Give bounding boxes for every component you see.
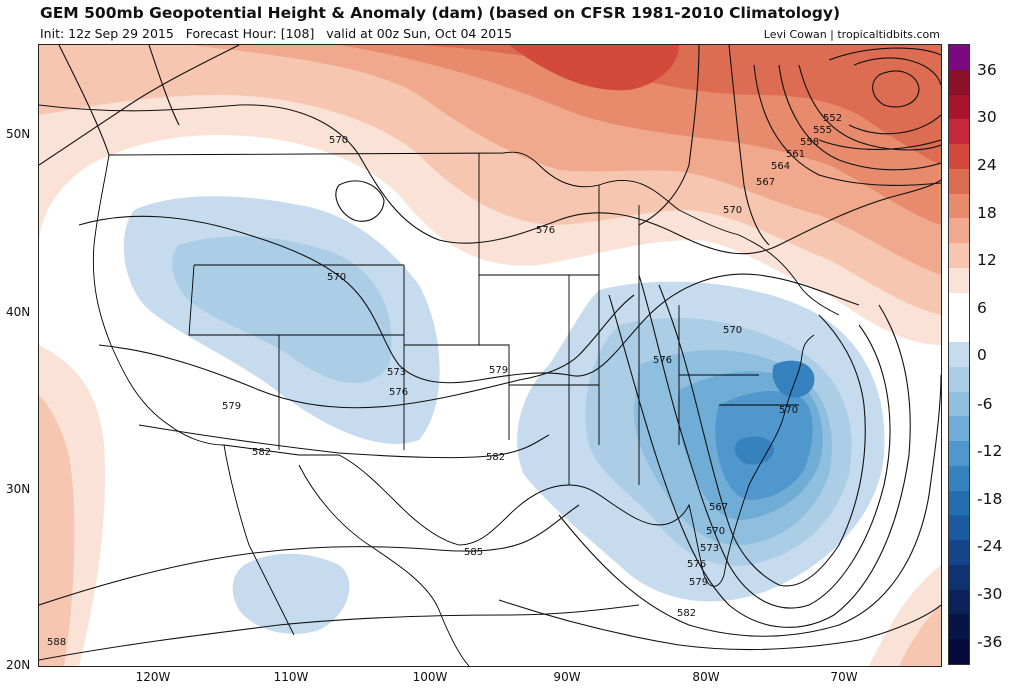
contour-label: 570 [723, 325, 742, 336]
colorbar-label: -30 [977, 585, 1003, 603]
lon-label: 80W [692, 670, 720, 684]
map-title: GEM 500mb Geopotential Height & Anomaly … [40, 4, 841, 22]
colorbar-label: 30 [977, 108, 997, 126]
lat-label: 30N [6, 482, 31, 496]
map-panel: 570 576 570 573 576 579 579 582 582 585 … [38, 44, 942, 667]
contour-label: 579 [689, 577, 708, 588]
positive-anomaly-shading [39, 45, 941, 666]
lon-label: 100W [412, 670, 448, 684]
lat-label: 40N [6, 305, 31, 319]
contour-label: 570 [706, 526, 725, 537]
contour-label: 570 [329, 135, 348, 146]
colorbar-swatch [949, 342, 969, 367]
colorbar-label: -24 [977, 537, 1003, 555]
colorbar-swatch [949, 193, 969, 219]
contour-label: 579 [489, 365, 508, 376]
colorbar-label: -36 [977, 633, 1003, 651]
contour-label: 570 [723, 205, 742, 216]
contour-label: 585 [464, 547, 483, 558]
lat-label: 50N [6, 127, 31, 141]
colorbar-swatch [949, 416, 969, 441]
contour-label: 555 [813, 125, 832, 136]
colorbar-label: -18 [977, 490, 1003, 508]
lon-label: 70W [830, 670, 858, 684]
colorbar-swatch [949, 218, 969, 243]
valid-time: valid at 00z Sun, Oct 04 2015 [326, 26, 513, 41]
contour-label: 588 [47, 637, 66, 648]
colorbar-swatch [949, 564, 969, 590]
colorbar-swatch [949, 441, 969, 466]
init-time: Init: 12z Sep 29 2015 [40, 26, 174, 41]
colorbar-label: 0 [977, 346, 987, 364]
contour-label: 573 [387, 367, 406, 378]
colorbar-label: -6 [977, 395, 993, 413]
lon-label: 110W [273, 670, 309, 684]
geography-lines [92, 151, 840, 666]
colorbar-swatch [949, 119, 969, 144]
colorbar-swatch [949, 267, 969, 293]
contour-label: 582 [486, 452, 505, 463]
contour-label: 567 [756, 177, 775, 188]
colorbar-swatch [949, 45, 969, 70]
colorbar-label: 12 [977, 251, 997, 269]
colorbar-label: 6 [977, 299, 987, 317]
contour-label: 552 [823, 113, 842, 124]
colorbar-label: 24 [977, 156, 997, 174]
colorbar-swatch [949, 144, 969, 169]
contour-label: 579 [222, 401, 241, 412]
contour-label: 564 [771, 161, 790, 172]
colorbar-swatch [949, 292, 969, 318]
negative-anomaly-shading [123, 196, 885, 634]
colorbar-swatch [949, 69, 969, 95]
contour-label: 570 [327, 272, 346, 283]
contour-label: 582 [677, 608, 696, 619]
colorbar-swatch [949, 465, 969, 491]
colorbar-label: 18 [977, 204, 997, 222]
height-contours [39, 45, 941, 661]
lon-label: 90W [553, 670, 581, 684]
colorbar-label: -12 [977, 442, 1003, 460]
contour-label: 576 [653, 355, 672, 366]
colorbar-swatch [949, 243, 969, 268]
contour-label: 561 [786, 149, 805, 160]
colorbar-swatch [949, 515, 969, 540]
contour-label: 573 [700, 543, 719, 554]
contour-label: 582 [252, 447, 271, 458]
contour-label: 558 [800, 137, 819, 148]
contour-label: 576 [389, 387, 408, 398]
lon-label: 120W [135, 670, 171, 684]
contour-label: 576 [536, 225, 555, 236]
credit-text: Levi Cowan | tropicaltidbits.com [763, 28, 940, 41]
colorbar-swatch [949, 391, 969, 417]
colorbar-swatch [949, 614, 969, 639]
forecast-hour: Forecast Hour: [108] [185, 26, 315, 41]
colorbar-swatch [949, 540, 969, 565]
map-svg: 570 576 570 573 576 579 579 582 582 585 … [39, 45, 941, 666]
colorbar-swatch [949, 317, 969, 342]
colorbar-label: 36 [977, 61, 997, 79]
colorbar-swatch [949, 168, 969, 194]
contour-label: 567 [709, 502, 728, 513]
contour-labels: 570 576 570 573 576 579 579 582 582 585 … [47, 113, 842, 648]
colorbar-swatch [949, 366, 969, 392]
colorbar-swatch [949, 490, 969, 516]
colorbar [948, 44, 970, 665]
lat-label: 20N [6, 658, 31, 672]
colorbar-swatch [949, 589, 969, 615]
map-subtitle: Init: 12z Sep 29 2015 Forecast Hour: [10… [40, 26, 512, 41]
colorbar-swatch [949, 94, 969, 120]
contour-label: 576 [687, 559, 706, 570]
colorbar-swatch [949, 639, 969, 664]
contour-label: 570 [779, 405, 798, 416]
